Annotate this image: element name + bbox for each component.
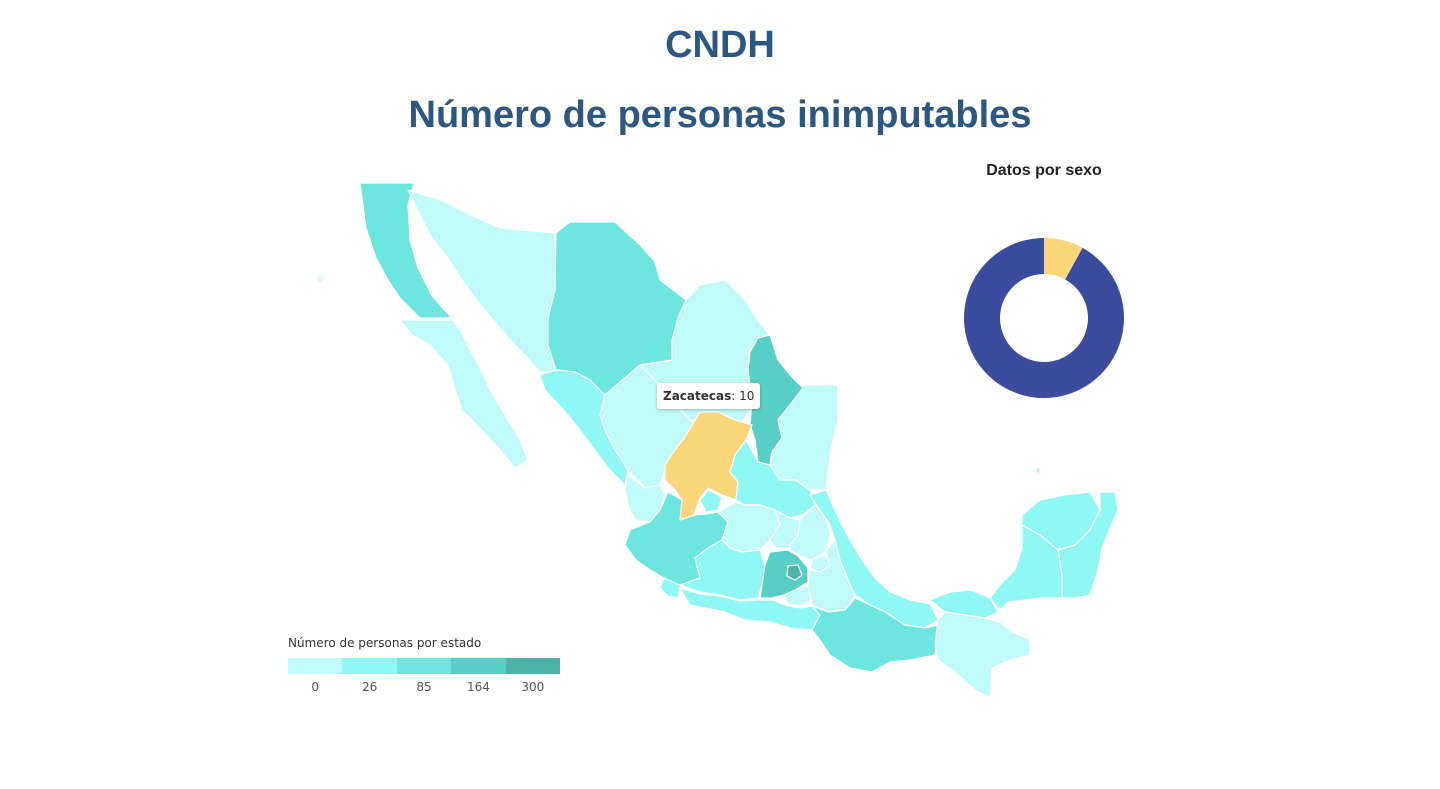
state-colima[interactable] bbox=[659, 577, 681, 599]
state-aguascalientes[interactable] bbox=[699, 489, 723, 513]
legend-tick: 0 bbox=[311, 680, 319, 694]
state-baja-california-sur[interactable] bbox=[399, 319, 529, 469]
page-subtitle: Número de personas inimputables bbox=[408, 94, 1032, 136]
donut-segment-1[interactable] bbox=[964, 238, 1124, 398]
state-ciudad-de-mexico[interactable] bbox=[786, 564, 803, 581]
page-title: CNDH bbox=[665, 24, 775, 66]
legend-swatch bbox=[505, 658, 561, 674]
legend-title: Número de personas por estado bbox=[288, 636, 482, 650]
state-tabasco[interactable] bbox=[929, 589, 999, 619]
state-baja-california[interactable] bbox=[359, 182, 453, 319]
legend-swatch bbox=[396, 658, 452, 674]
legend-swatch bbox=[342, 658, 397, 674]
donut-segment-0[interactable] bbox=[1044, 238, 1083, 280]
state-sonora[interactable] bbox=[407, 189, 557, 373]
legend-tick: 26 bbox=[361, 680, 378, 694]
state-quintana-roo[interactable] bbox=[1057, 491, 1119, 599]
donut-title: Datos por sexo bbox=[986, 162, 1102, 179]
tooltip-value: 10 bbox=[739, 389, 755, 403]
tooltip-state: Zacatecas bbox=[663, 389, 732, 403]
island bbox=[1035, 467, 1041, 474]
state-estado-de-mexico[interactable] bbox=[759, 549, 809, 599]
state-zacatecas[interactable] bbox=[664, 411, 753, 523]
state-chiapas[interactable] bbox=[934, 611, 1031, 699]
legend-tick: 85 bbox=[416, 680, 432, 694]
legend-color-bar bbox=[288, 658, 561, 674]
island bbox=[317, 275, 323, 283]
legend-swatch bbox=[288, 658, 343, 674]
map-legend: Número de personas por estado 0 26 85 164 30… bbox=[288, 636, 588, 698]
legend-ticks: 0 26 85 164 300 bbox=[288, 680, 560, 698]
legend-swatch bbox=[451, 658, 506, 674]
legend-tick: 164 bbox=[466, 680, 490, 694]
map-tooltip: Zacatecas: 10 bbox=[657, 383, 761, 409]
sex-donut-chart[interactable] bbox=[944, 218, 1144, 418]
state-oaxaca[interactable] bbox=[811, 597, 939, 673]
legend-tick: 300 bbox=[521, 680, 545, 694]
